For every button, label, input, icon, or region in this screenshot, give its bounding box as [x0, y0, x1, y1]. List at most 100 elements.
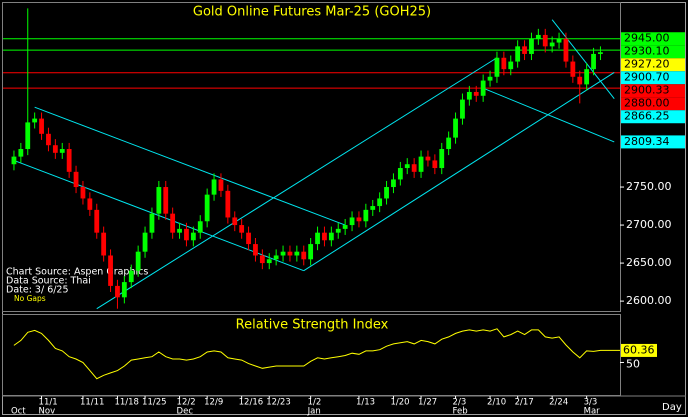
candle-body [149, 213, 155, 233]
rsi-line [13, 328, 601, 380]
candle-body [246, 232, 251, 245]
candle-body [121, 282, 127, 298]
trendline [482, 87, 615, 143]
candle-body [163, 187, 169, 214]
y-tick-label: 2600.00 [626, 294, 672, 307]
candle-body [411, 164, 417, 172]
month-label: Feb [453, 407, 468, 417]
candle-body [577, 76, 583, 85]
x-tick-label: 12/16 [239, 398, 264, 408]
candle-body [356, 217, 362, 222]
candle-body [404, 164, 410, 169]
candle-body [218, 179, 224, 191]
x-tick-label: 11/18 [114, 398, 139, 408]
level-label: 2900.33 [624, 84, 670, 97]
candle-body [418, 156, 424, 172]
candle-body [453, 118, 458, 138]
x-tick-label: 1/13 [356, 398, 375, 408]
candle-body [494, 57, 500, 77]
trendline [551, 19, 615, 99]
candle-body [556, 38, 562, 43]
candle-body [397, 168, 403, 180]
source-note: Chart Source: Aspen Graphics [6, 267, 148, 278]
candle-body [384, 187, 389, 199]
candle-body [535, 34, 541, 39]
month-label: Jan [307, 407, 321, 417]
candle-body [135, 251, 141, 271]
candle-body [439, 149, 445, 169]
x-tick-label: 1/2 [308, 398, 322, 408]
candle-body [87, 198, 93, 210]
candle-body [549, 42, 555, 47]
candle-body [59, 149, 65, 153]
month-label: Nov [39, 407, 56, 417]
candle-body [184, 228, 189, 241]
candle-body [80, 187, 86, 199]
candle-body [335, 228, 341, 233]
candle-body [501, 57, 507, 70]
candle-body [432, 160, 438, 169]
candle-body [287, 251, 293, 256]
rsi-title: Relative Strength Index [236, 318, 389, 333]
candle-body [370, 206, 376, 210]
level-box [621, 32, 685, 46]
candle-body [508, 61, 514, 70]
candle-body [11, 156, 17, 165]
candle-body [101, 232, 107, 256]
trendline [34, 106, 346, 226]
x-tick-label: 2/3 [453, 398, 467, 408]
y-tick-label: 2700.00 [626, 218, 672, 231]
candle-body [301, 251, 307, 260]
candle-body [211, 179, 217, 195]
level-label: 2945.00 [624, 32, 670, 45]
candle-body [225, 190, 231, 218]
candle-body [328, 232, 334, 241]
candle-body [563, 38, 569, 62]
candle-body [25, 122, 31, 150]
candle-body [266, 259, 272, 264]
candle-body [584, 69, 590, 85]
level-label: 2927.20 [624, 58, 670, 71]
x-tick-label: 11/11 [80, 398, 105, 408]
y-tick-label: 50 [626, 357, 640, 370]
candle-body [156, 187, 162, 214]
x-tick-label: 12/23 [266, 398, 291, 408]
y-tick-label: 2750.00 [626, 180, 672, 193]
source-note: Data Source: Thai [6, 276, 91, 287]
x-tick-label: 3/3 [584, 398, 598, 408]
rsi-value-label: 60.36 [623, 343, 655, 356]
candle-body [32, 118, 38, 123]
x-tick-label: 11/1 [39, 398, 58, 408]
candle-body [570, 61, 576, 77]
level-box [621, 97, 685, 111]
candle-body [294, 251, 300, 256]
candle-body [273, 255, 279, 260]
x-axis-label: Day [662, 402, 682, 413]
candle-body [425, 156, 431, 161]
candle-body [342, 225, 348, 229]
candle-body [322, 232, 327, 241]
candle-body [115, 285, 120, 298]
price-panel [2, 2, 621, 312]
x-tick-label: 2/10 [487, 398, 506, 408]
candle-body [128, 270, 134, 283]
candle-body [177, 228, 182, 233]
candle-body [480, 80, 486, 96]
chart-title: Gold Online Futures Mar-25 (GOH25) [193, 5, 431, 20]
month-label: Oct [11, 407, 26, 417]
level-label: 2930.10 [624, 45, 670, 58]
x-tick-label: 12/2 [177, 398, 196, 408]
level-box [621, 84, 685, 98]
level-label: 2866.25 [624, 110, 670, 123]
candle-body [197, 221, 203, 233]
month-label: Mar [584, 407, 601, 417]
candle-body [66, 149, 72, 172]
candle-body [108, 255, 113, 286]
month-label: Dec [177, 407, 194, 417]
candle-body [259, 255, 265, 264]
x-tick-label: 2/24 [549, 398, 568, 408]
candle-body [591, 53, 596, 70]
